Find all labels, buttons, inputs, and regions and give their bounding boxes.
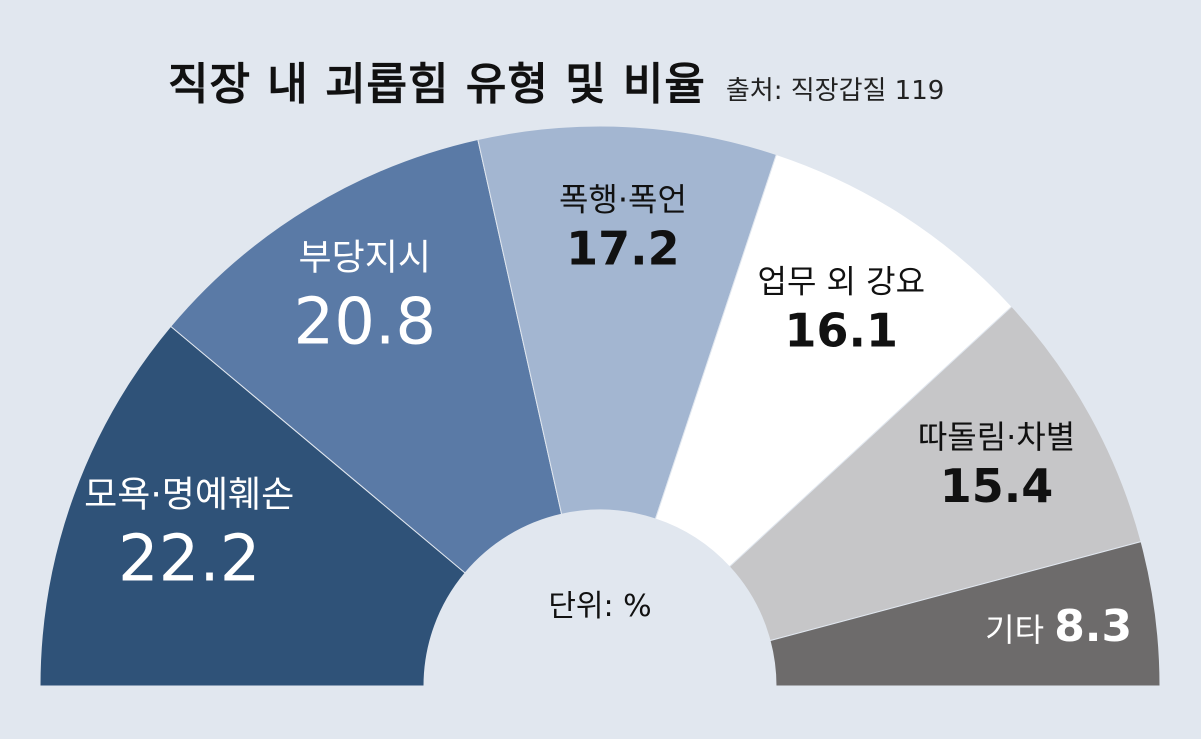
- slice-label-모욕-명예훼손: 모욕·명예훼손: [84, 475, 294, 516]
- slice-value-모욕-명예훼손: 22.2: [118, 523, 261, 597]
- slice-모욕-명예훼손: [39, 325, 466, 687]
- slice-label-부당지시: 부당지시: [299, 237, 431, 278]
- chart-header: 직장 내 괴롭힘 유형 및 비율 출처: 직장갑질 119: [168, 48, 944, 112]
- slice-부당지시: [170, 138, 563, 574]
- slice-따돌림-차별: [728, 305, 1142, 642]
- slice-폭행-폭언: [477, 125, 778, 520]
- slice-기타: [769, 541, 1161, 687]
- slice-value-업무-외-강요: 16.1: [785, 303, 899, 357]
- slice-label-업무-외-강요: 업무 외 강요: [758, 262, 926, 300]
- slice-value-부당지시: 20.8: [294, 285, 437, 359]
- slice-value-따돌림-차별: 15.4: [940, 459, 1054, 513]
- slice-업무-외-강요: [654, 153, 1013, 568]
- slice-label-기타: 기타 8.3: [985, 601, 1132, 652]
- slice-label-따돌림-차별: 따돌림·차별: [918, 418, 1075, 456]
- unit-label: 단위: %: [548, 589, 651, 624]
- slice-value-폭행-폭언: 17.2: [566, 221, 680, 275]
- chart-source: 출처: 직장갑질 119: [725, 76, 945, 106]
- chart-title: 직장 내 괴롭힘 유형 및 비율: [168, 59, 706, 110]
- slice-label-폭행-폭언: 폭행·폭언: [559, 180, 687, 218]
